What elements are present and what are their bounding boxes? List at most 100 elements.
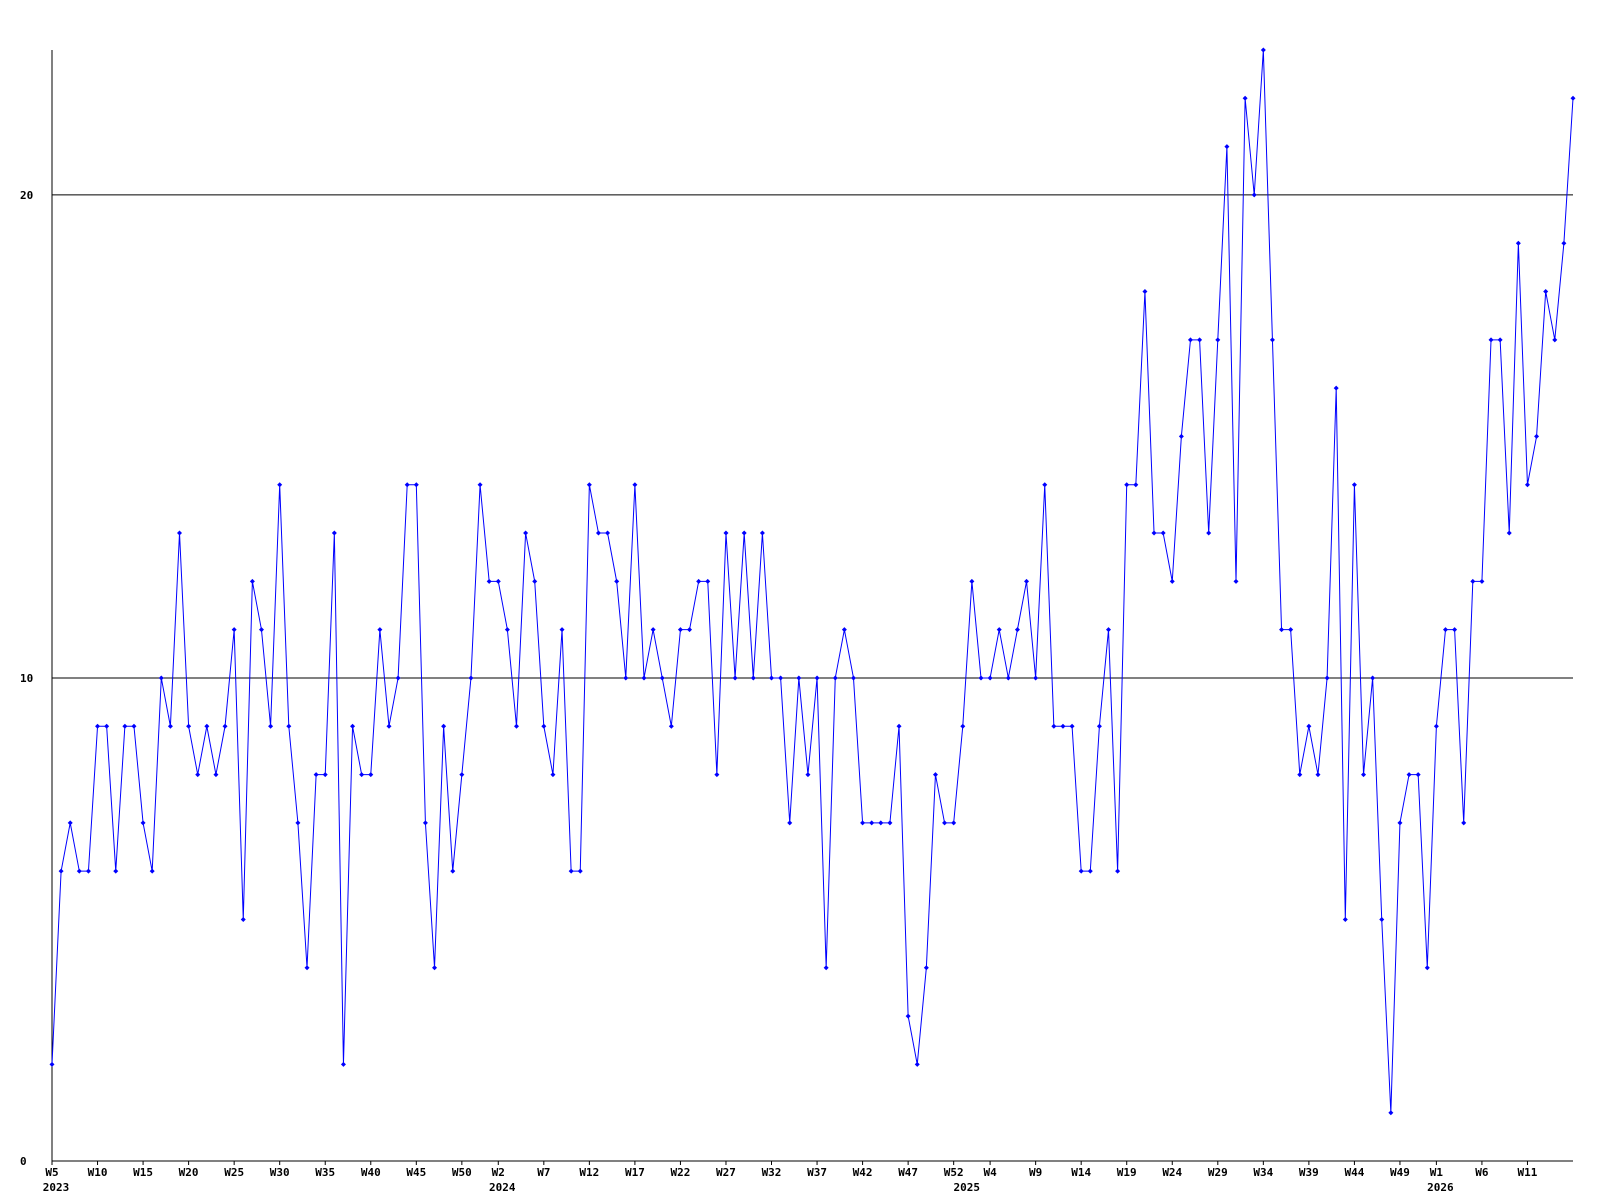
data-point	[1333, 385, 1339, 391]
data-point	[1078, 868, 1084, 874]
data-point	[158, 675, 164, 681]
data-point	[978, 675, 984, 681]
data-point	[1279, 627, 1285, 633]
data-point	[769, 675, 775, 681]
x-tick-label: W15	[133, 1166, 153, 1179]
data-point	[832, 675, 838, 681]
x-tick-label: W32	[762, 1166, 782, 1179]
x-tick-label: W40	[361, 1166, 381, 1179]
data-point	[295, 820, 301, 826]
data-point	[1042, 482, 1048, 488]
data-point	[741, 530, 747, 536]
data-point	[331, 530, 337, 536]
data-point	[340, 1061, 346, 1067]
data-point	[186, 723, 192, 729]
data-point	[1197, 337, 1203, 343]
x-tick-label: W44	[1344, 1166, 1364, 1179]
data-point	[623, 675, 629, 681]
data-point	[468, 675, 474, 681]
data-point	[696, 578, 702, 584]
data-point	[677, 627, 683, 633]
data-point	[1442, 627, 1448, 633]
data-point	[559, 627, 565, 633]
data-point	[1534, 433, 1540, 439]
data-point	[113, 868, 119, 874]
data-point	[1552, 337, 1558, 343]
data-point	[1187, 337, 1193, 343]
data-point	[386, 723, 392, 729]
data-point	[778, 675, 784, 681]
data-point	[850, 675, 856, 681]
data-point	[1433, 723, 1439, 729]
data-point	[504, 627, 510, 633]
data-point	[942, 820, 948, 826]
data-point	[951, 820, 957, 826]
data-point	[1324, 675, 1330, 681]
x-tick-label: W1	[1430, 1166, 1444, 1179]
data-point	[1206, 530, 1212, 536]
data-point	[1351, 482, 1357, 488]
data-point	[1060, 723, 1066, 729]
data-point	[1260, 47, 1266, 53]
data-point	[149, 868, 155, 874]
data-point	[495, 578, 501, 584]
data-point	[1106, 627, 1112, 633]
data-point	[277, 482, 283, 488]
data-point	[568, 868, 574, 874]
y-tick-label: 0	[20, 1155, 27, 1168]
data-point	[167, 723, 173, 729]
x-year-label: 2023	[43, 1181, 70, 1194]
data-point	[577, 868, 583, 874]
data-point	[1342, 916, 1348, 922]
data-point	[1224, 144, 1230, 150]
data-point	[122, 723, 128, 729]
data-point	[85, 868, 91, 874]
data-point	[914, 1061, 920, 1067]
data-point	[49, 1061, 55, 1067]
x-tick-label: W25	[224, 1166, 244, 1179]
data-point	[413, 482, 419, 488]
data-point	[177, 530, 183, 536]
data-point	[796, 675, 802, 681]
data-point	[350, 723, 356, 729]
data-point	[404, 482, 410, 488]
data-point	[887, 820, 893, 826]
data-point	[1397, 820, 1403, 826]
data-point	[1142, 289, 1148, 295]
data-point	[1488, 337, 1494, 343]
x-tick-label: W4	[983, 1166, 997, 1179]
data-point	[459, 772, 465, 778]
data-point	[1561, 240, 1567, 246]
data-point	[140, 820, 146, 826]
data-point	[1215, 337, 1221, 343]
data-point	[1005, 675, 1011, 681]
data-point	[1069, 723, 1075, 729]
data-point	[932, 772, 938, 778]
data-point	[1051, 723, 1057, 729]
data-point	[650, 627, 656, 633]
data-point	[1124, 482, 1130, 488]
x-tick-label: W29	[1208, 1166, 1228, 1179]
data-point	[1506, 530, 1512, 536]
data-point	[1033, 675, 1039, 681]
data-point	[586, 482, 592, 488]
data-point	[1315, 772, 1321, 778]
data-point	[869, 820, 875, 826]
data-point	[1461, 820, 1467, 826]
data-point	[1515, 240, 1521, 246]
x-tick-label: W50	[452, 1166, 472, 1179]
data-point	[222, 723, 228, 729]
data-point	[550, 772, 556, 778]
data-point	[1014, 627, 1020, 633]
data-point	[614, 578, 620, 584]
x-tick-label: W42	[853, 1166, 873, 1179]
data-point	[732, 675, 738, 681]
data-point	[240, 916, 246, 922]
data-point	[1242, 95, 1248, 101]
x-tick-label: W39	[1299, 1166, 1319, 1179]
data-point	[787, 820, 793, 826]
data-point	[860, 820, 866, 826]
data-point	[204, 723, 210, 729]
data-point	[705, 578, 711, 584]
